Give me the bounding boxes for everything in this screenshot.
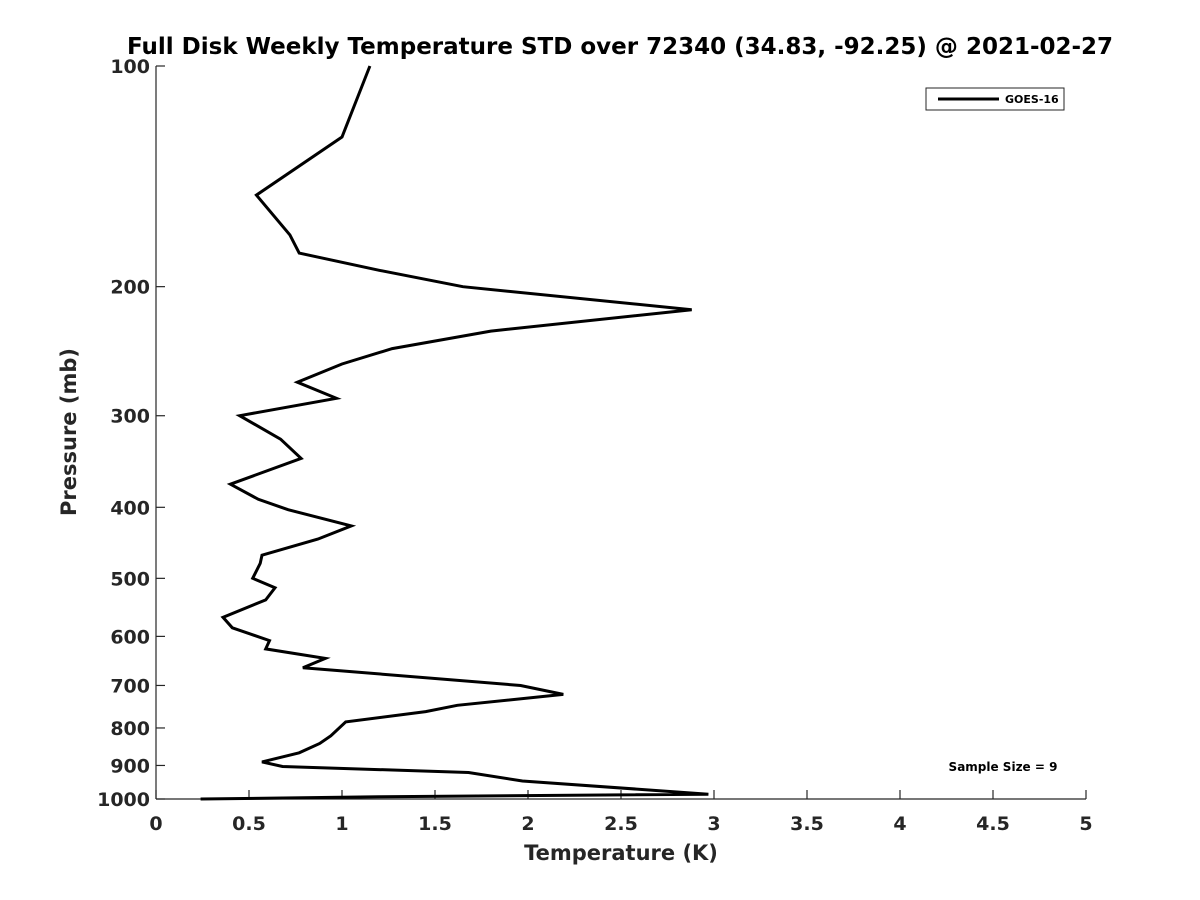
plot-axes xyxy=(155,66,1086,800)
x-tick-label: 1.5 xyxy=(418,813,452,835)
x-axis-label: Temperature (K) xyxy=(524,841,718,865)
sample-size-annotation: Sample Size = 9 xyxy=(949,760,1058,774)
y-tick-label: 800 xyxy=(110,718,150,740)
y-axis-label: Pressure (mb) xyxy=(57,348,81,516)
x-tick-label: 2 xyxy=(521,813,534,835)
x-tick-label: 1 xyxy=(335,813,348,835)
y-axis-ticks: 100 200 300 400 500 600 700 800 900 1000 xyxy=(97,56,165,811)
y-tick-label: 400 xyxy=(110,497,150,519)
legend-label: GOES-16 xyxy=(1005,93,1059,106)
y-tick-label: 1000 xyxy=(97,789,150,811)
x-tick-label: 5 xyxy=(1079,813,1092,835)
x-tick-label: 4.5 xyxy=(976,813,1010,835)
x-axis-ticks: 0 0.5 1 1.5 2 2.5 3 3.5 4 4.5 5 xyxy=(149,790,1093,835)
x-tick-label: 2.5 xyxy=(604,813,638,835)
y-tick-label: 900 xyxy=(110,755,150,777)
x-tick-label: 0.5 xyxy=(232,813,266,835)
x-tick-label: 0 xyxy=(149,813,162,835)
x-tick-label: 3 xyxy=(707,813,720,835)
y-tick-label: 500 xyxy=(110,568,150,590)
y-tick-label: 100 xyxy=(110,56,150,78)
x-tick-label: 3.5 xyxy=(790,813,824,835)
chart-title: Full Disk Weekly Temperature STD over 72… xyxy=(127,34,1113,60)
series-line-goes-16 xyxy=(200,65,709,801)
y-tick-label: 300 xyxy=(110,406,150,428)
legend: GOES-16 xyxy=(925,87,1065,111)
y-tick-label: 700 xyxy=(110,675,150,697)
y-tick-label: 600 xyxy=(110,626,150,648)
x-tick-label: 4 xyxy=(893,813,906,835)
y-tick-label: 200 xyxy=(110,277,150,299)
